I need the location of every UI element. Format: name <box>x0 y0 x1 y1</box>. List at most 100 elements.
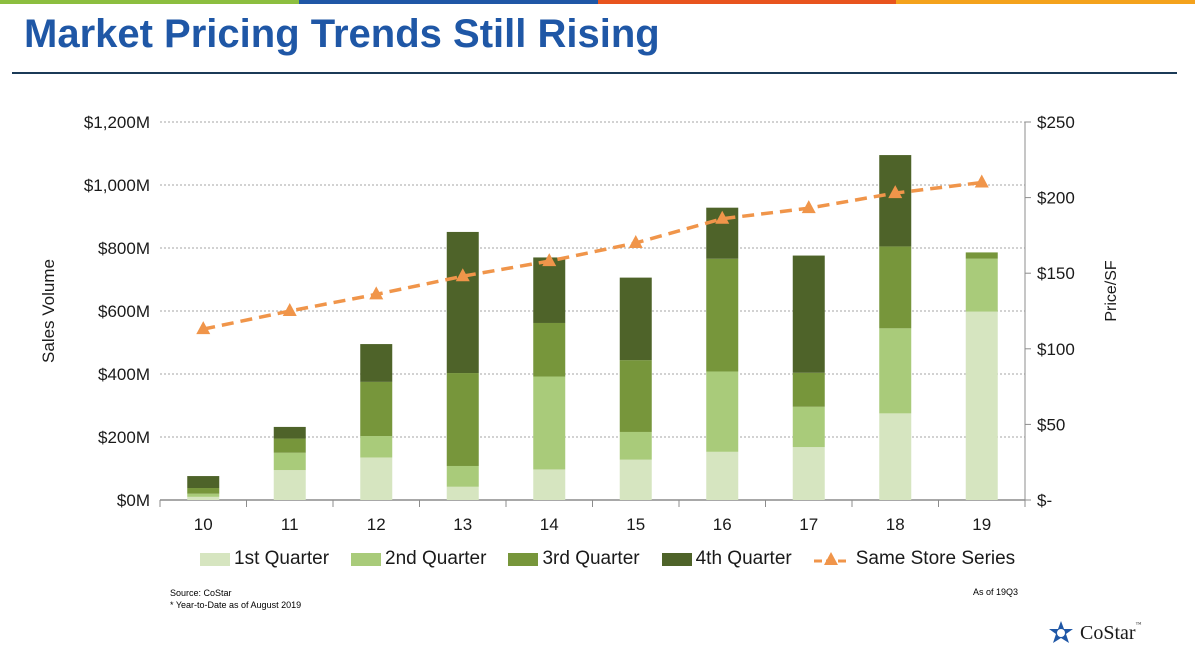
bar-segment-q3 <box>706 258 739 372</box>
bar-segment-q3 <box>360 381 393 437</box>
bar-segment-q1 <box>965 311 998 500</box>
legend-label-same-store: Same Store Series <box>855 548 1016 569</box>
legend-swatch-q2 <box>351 552 382 566</box>
same-store-marker <box>542 253 557 267</box>
same-store-line <box>202 180 982 331</box>
same-store-marker <box>801 200 816 214</box>
bar-segment-q1 <box>446 486 479 500</box>
x-tick-label: 14 <box>540 515 559 534</box>
legend-swatch-q1 <box>200 552 230 566</box>
source-note: Source: CoStar <box>170 588 232 598</box>
legend-label-q2: 2nd Quarter <box>385 548 487 569</box>
legend-item-same-store: Same Store Series <box>813 548 1016 570</box>
bar-segment-q2 <box>965 258 998 312</box>
y-tick-label: $0M <box>117 491 150 510</box>
legend-item-q3: 3rd Quarter <box>508 548 640 570</box>
bar-segment-q1 <box>273 470 306 500</box>
bar-segment-q4 <box>792 255 825 373</box>
bar-segment-q2 <box>879 328 912 414</box>
y-tick-label: $600M <box>98 302 150 321</box>
bar-segment-q3 <box>187 488 220 494</box>
legend-label-q1: 1st Quarter <box>234 548 330 569</box>
y-tick-label: $400M <box>98 365 150 384</box>
footnotes: Source: CoStar * Year-to-Date as of Augu… <box>170 587 301 611</box>
same-store-marker <box>974 174 989 188</box>
bar-segment-q2 <box>360 436 393 458</box>
legend-item-q2: 2nd Quarter <box>351 548 486 570</box>
bar-segment-q3 <box>965 252 998 259</box>
bar-segment-q2 <box>273 452 306 471</box>
logo-wordmark: CoStar™ <box>1080 622 1141 645</box>
bar-segment-q2 <box>619 431 652 460</box>
y2-tick-label: $- <box>1037 491 1052 510</box>
legend-line-marker-icon <box>813 552 848 565</box>
x-tick-label: 18 <box>886 515 905 534</box>
y2-tick-label: $50 <box>1037 415 1065 434</box>
bar-segment-q2 <box>446 465 479 487</box>
bar-segment-q3 <box>273 438 306 453</box>
bar-segment-q3 <box>792 372 825 407</box>
x-tick-label: 10 <box>194 515 213 534</box>
top-bar-segment-orange <box>597 0 897 4</box>
bar-segment-q1 <box>879 413 912 500</box>
ytd-note: * Year-to-Date as of August 2019 <box>170 600 302 610</box>
legend-item-q4: 4th Quarter <box>661 548 792 570</box>
bar-segment-q1 <box>187 496 220 500</box>
legend-label-q3: 3rd Quarter <box>542 548 640 569</box>
y-axis-title: Sales Volume <box>39 259 58 363</box>
costar-logo: CoStar™ <box>1048 620 1141 646</box>
y2-axis-title: Price/SF <box>1103 260 1120 322</box>
bar-segment-q1 <box>619 459 652 500</box>
y2-tick-label: $250 <box>1037 113 1075 132</box>
top-bar-segment-blue <box>298 0 598 4</box>
top-bar-segment-green <box>0 0 299 4</box>
legend-label-q4: 4th Quarter <box>695 548 792 569</box>
same-store-marker <box>628 234 643 248</box>
bar-segment-q3 <box>533 322 566 377</box>
same-store-marker <box>282 303 297 316</box>
x-tick-label: 13 <box>453 515 472 534</box>
x-tick-label: 15 <box>626 515 645 534</box>
same-store-marker <box>455 268 470 282</box>
bar-segment-q1 <box>706 451 739 500</box>
title-divider <box>12 72 1177 74</box>
y-tick-label: $200M <box>98 428 150 447</box>
y-tick-label: $1,200M <box>84 113 150 132</box>
bar-segment-q1 <box>360 457 393 500</box>
y-tick-label: $1,000M <box>84 176 150 195</box>
same-store-marker <box>888 185 903 199</box>
bar-segment-q4 <box>187 476 220 489</box>
bar-segment-q2 <box>706 371 739 452</box>
y2-tick-label: $100 <box>1037 340 1075 359</box>
y2-tick-label: $150 <box>1037 264 1075 283</box>
same-store-marker <box>369 286 384 300</box>
legend-item-q1: 1st Quarter <box>200 548 329 570</box>
chart-legend: 1st Quarter 2nd Quarter 3rd Quarter 4th … <box>200 548 1037 570</box>
costar-star-icon <box>1049 621 1073 643</box>
bar-segment-q1 <box>792 447 825 500</box>
bar-segment-q4 <box>533 257 566 323</box>
x-tick-label: 11 <box>281 515 299 534</box>
bar-segment-q3 <box>879 246 912 329</box>
bar-segment-q1 <box>533 469 566 500</box>
bar-segment-q3 <box>446 373 479 466</box>
y2-tick-label: $200 <box>1037 189 1075 208</box>
as-of-note: As of 19Q3 <box>973 587 1019 597</box>
x-tick-label: 12 <box>367 515 386 534</box>
bar-segment-q4 <box>360 344 393 382</box>
slide-title: Market Pricing Trends Still Rising <box>24 12 660 56</box>
top-bar-segment-yellow <box>896 0 1195 4</box>
legend-swatch-q3 <box>508 552 539 566</box>
x-tick-label: 16 <box>713 515 732 534</box>
bar-segment-q2 <box>533 376 566 470</box>
logo-text: CoStar <box>1080 621 1136 644</box>
bar-segment-q4 <box>273 426 306 439</box>
top-color-bar <box>0 0 1195 4</box>
x-tick-label: 19 <box>972 515 991 534</box>
same-store-marker <box>715 210 730 224</box>
logo-trademark: ™ <box>1135 621 1142 628</box>
same-store-marker <box>196 321 211 335</box>
x-tick-label: 17 <box>799 515 818 534</box>
bar-segment-q2 <box>792 406 825 448</box>
